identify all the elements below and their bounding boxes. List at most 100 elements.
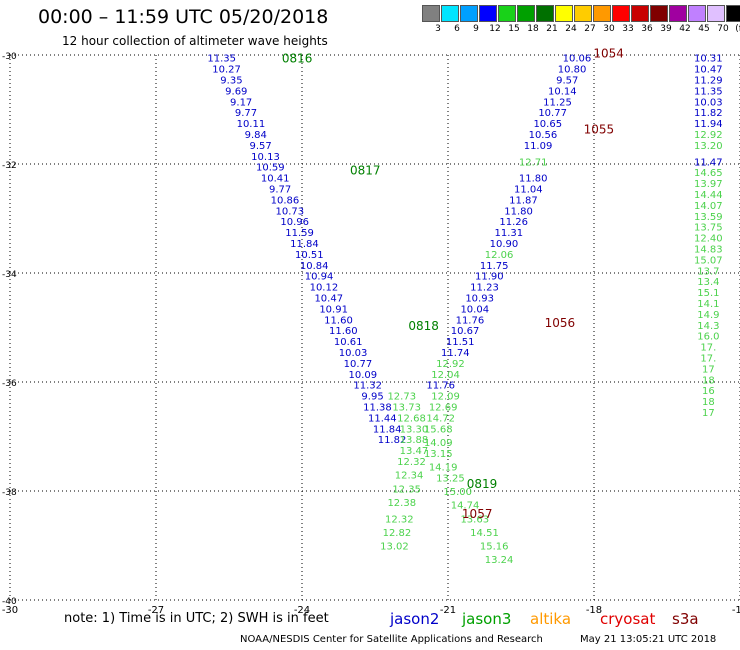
swh-value-label: 10.77 (344, 359, 373, 370)
swh-value-label: 10.14 (548, 86, 577, 97)
swh-value-label: 10.27 (212, 65, 241, 76)
swh-value-label: 14.19 (429, 462, 458, 473)
swh-value-label: 10.84 (300, 261, 329, 272)
swh-value-label: 11.09 (524, 141, 553, 152)
swh-value-label: 14.9 (697, 310, 719, 321)
legend-s3a: s3a (672, 610, 699, 628)
swh-value-label: 10.47 (314, 294, 343, 305)
pass-time-label: 0817 (350, 163, 381, 177)
swh-value-label: 11.94 (694, 119, 723, 130)
pass-time-label: 1056 (545, 316, 576, 330)
pass-time-label: 0819 (467, 477, 498, 491)
swh-value-label: 13.30 (400, 424, 429, 435)
swh-value-label: 10.03 (694, 97, 723, 108)
legend-jason3: jason3 (462, 610, 511, 628)
swh-value-label: 10.73 (276, 206, 305, 217)
swh-value-label: 11.84 (290, 239, 319, 250)
swh-value-label: 11.35 (207, 54, 236, 65)
swh-value-label: 11.87 (509, 195, 538, 206)
swh-value-label: 11.04 (514, 185, 543, 196)
swh-value-label: 17. (700, 353, 716, 364)
swh-value-label: 10.67 (451, 326, 480, 337)
swh-value-label: 14.3 (697, 321, 719, 332)
swh-value-label: 11.59 (285, 228, 314, 239)
swh-value-label: 10.90 (490, 239, 519, 250)
swh-value-label: 18 (702, 375, 715, 386)
swh-value-label: 13.47 (400, 446, 429, 457)
swh-value-label: 11.29 (694, 76, 723, 87)
swh-value-label: 11.35 (694, 86, 723, 97)
pass-time-label: 0818 (408, 319, 439, 333)
swh-value-label: 9.77 (235, 108, 257, 119)
swh-value-label: 13.88 (400, 435, 429, 446)
y-tick-label: -32 (2, 161, 17, 171)
swh-value-label: 9.84 (245, 130, 267, 141)
swh-value-label: 13.73 (392, 403, 421, 414)
pass-time-label: 1054 (593, 46, 624, 60)
y-tick-label: -38 (2, 488, 17, 498)
swh-value-label: 10.65 (533, 119, 562, 130)
swh-value-label: 13.75 (694, 223, 723, 234)
plot-area: -30-27-24-21-18-15-30-32-34-36-38-4011.3… (0, 0, 740, 650)
swh-value-label: 15.16 (480, 542, 509, 553)
y-tick-label: -36 (2, 379, 17, 389)
swh-value-label: 11.90 (475, 272, 504, 283)
swh-value-label: 13.25 (436, 473, 465, 484)
swh-value-label: 13.97 (694, 179, 723, 190)
swh-value-label: 10.11 (237, 119, 266, 130)
swh-value-label: 10.09 (349, 370, 378, 381)
swh-value-label: 10.93 (465, 294, 494, 305)
swh-value-label: 13.59 (694, 212, 723, 223)
swh-value-label: 17. (700, 343, 716, 354)
swh-value-label: 11.84 (373, 424, 402, 435)
swh-value-label: 12.73 (387, 392, 416, 403)
swh-value-label: 12.06 (485, 250, 514, 261)
swh-value-label: 13.7 (697, 266, 719, 277)
legend-cryosat: cryosat (600, 610, 655, 628)
swh-value-label: 12.32 (397, 457, 426, 468)
pass-time-label: 0816 (282, 52, 313, 66)
swh-value-label: 10.56 (529, 130, 558, 141)
swh-value-label: 10.31 (694, 54, 723, 65)
y-tick-label: -34 (2, 270, 17, 280)
swh-value-label: 9.17 (230, 97, 252, 108)
swh-value-label: 11.38 (363, 403, 392, 414)
swh-value-label: 12.35 (392, 484, 421, 495)
swh-value-label: 17 (702, 364, 715, 375)
swh-value-label: 14.51 (470, 528, 499, 539)
x-tick-label: -15 (732, 605, 740, 616)
footer-credit: NOAA/NESDIS Center for Satellite Applica… (240, 634, 543, 645)
swh-value-label: 12.34 (395, 471, 424, 482)
swh-value-label: 12.32 (385, 514, 414, 525)
swh-value-label: 11.47 (694, 157, 723, 168)
swh-value-label: 13.24 (485, 555, 514, 566)
swh-value-label: 11.51 (446, 337, 475, 348)
swh-value-label: 9.35 (220, 76, 242, 87)
swh-value-label: 10.94 (305, 272, 334, 283)
swh-value-label: 12.71 (519, 157, 548, 168)
swh-value-label: 17 (702, 408, 715, 419)
swh-value-label: 11.60 (329, 326, 358, 337)
swh-value-label: 10.77 (538, 108, 567, 119)
swh-value-label: 11.76 (426, 381, 455, 392)
swh-value-label: 16.0 (697, 332, 719, 343)
pass-time-label: 1057 (462, 507, 493, 521)
swh-value-label: 11.80 (519, 174, 548, 185)
swh-value-label: 10.51 (295, 250, 324, 261)
swh-value-label: 10.04 (460, 304, 489, 315)
swh-value-label: 10.86 (271, 195, 300, 206)
swh-value-label: 14.1 (697, 299, 719, 310)
swh-value-label: 11.32 (353, 381, 382, 392)
swh-value-label: 10.06 (563, 54, 592, 65)
swh-value-label: 15.07 (694, 255, 723, 266)
swh-value-label: 9.57 (556, 76, 578, 87)
swh-value-label: 14.07 (694, 201, 723, 212)
swh-value-label: 11.60 (324, 315, 353, 326)
swh-value-label: 10.13 (251, 152, 280, 163)
swh-value-label: 14.65 (694, 168, 723, 179)
swh-value-label: 9.95 (361, 392, 383, 403)
swh-value-label: 12.40 (694, 234, 723, 245)
swh-value-label: 11.76 (456, 315, 485, 326)
swh-value-label: 11.75 (480, 261, 509, 272)
swh-value-label: 11.82 (694, 108, 723, 119)
